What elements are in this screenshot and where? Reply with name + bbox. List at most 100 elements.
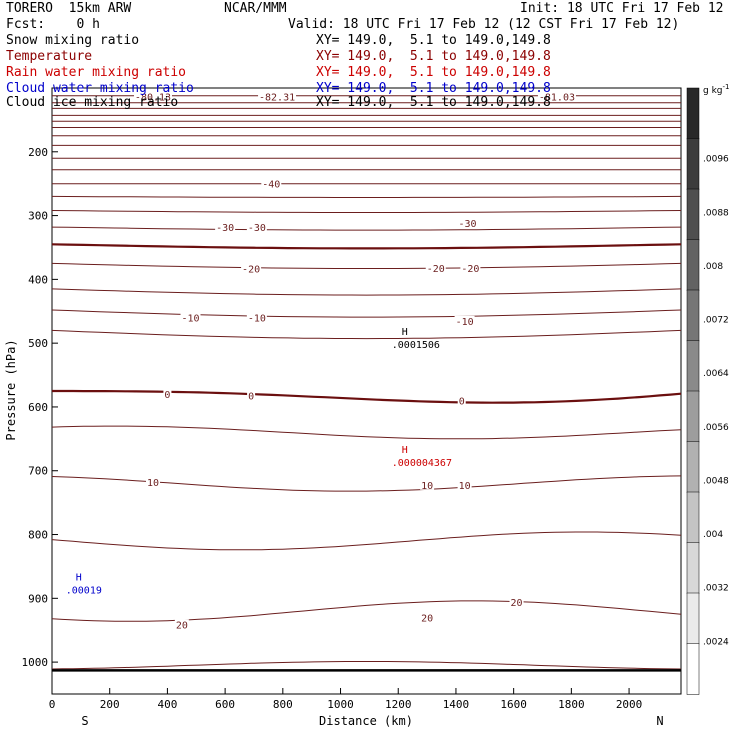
temperature-label-bg <box>460 262 481 273</box>
model-title: TORERO 15km ARW <box>6 1 132 16</box>
colorbar-tick-label: .0024 <box>703 637 729 647</box>
temperature-label: -10 <box>456 317 474 328</box>
colorbar-swatch <box>686 289 700 342</box>
temperature-label-bg <box>509 597 524 608</box>
x-axis-label: Distance (km) <box>319 714 413 728</box>
temperature-contour <box>51 309 682 318</box>
temperature-label: 0 <box>248 391 254 402</box>
temperature-contour-lower <box>51 600 682 622</box>
y-tick-label: 900 <box>28 592 48 605</box>
x-tick-label: 0 <box>49 698 56 711</box>
temperature-label: -30 <box>248 223 266 234</box>
colorbar-tick-label: .0096 <box>703 155 729 165</box>
temperature-label: -20 <box>427 264 445 275</box>
temperature-label-bg <box>247 390 256 401</box>
extremum-symbol: H <box>76 572 82 583</box>
temperature-label-bg <box>241 263 262 274</box>
x-tick-label: 2000 <box>616 698 643 711</box>
temperature-label: -80.13 <box>135 92 171 103</box>
colorbar-swatch <box>686 491 700 544</box>
extremum-value: .000004367 <box>392 458 452 469</box>
extremum-symbol: H <box>402 327 408 338</box>
temperature-label-bg <box>258 91 297 102</box>
y-tick-label: 200 <box>28 146 48 159</box>
center-title: NCAR/MMM <box>224 1 287 16</box>
valid-time: Valid: 18 UTC Fri 17 Feb 12 (12 CST Fri … <box>288 17 680 32</box>
temperature-label: -30 <box>216 223 234 234</box>
temperature-label: -40 <box>262 180 280 191</box>
temperature-label-bg <box>457 218 478 229</box>
field-rain-xy: XY= 149.0, 5.1 to 149.0,149.8 <box>316 65 551 80</box>
field-cloud-water-xy: XY= 149.0, 5.1 to 149.0,149.8 <box>316 81 551 96</box>
y-axis: 200 300 400 500 600 700 800 900 1000 <box>22 146 58 669</box>
temperature-label-bg <box>163 389 172 400</box>
temperature-label: -20 <box>461 264 479 275</box>
temperature-contour-lower <box>51 425 682 440</box>
x-end-label-north: N <box>656 714 663 728</box>
colorbar-swatch <box>686 390 700 443</box>
temperature-labels: -80.13 -82.31 -81.03 -40 -30 -30 -30 -20 -20 -20 -… <box>133 91 576 631</box>
colorbar-swatch <box>686 441 700 493</box>
temperature-label-bg <box>145 477 160 488</box>
temperature-contour <box>51 226 682 231</box>
temperature-label: -10 <box>248 314 266 325</box>
temperature-label-bg <box>457 395 466 406</box>
extremum-symbol: H <box>402 445 408 456</box>
y-tick-label: 500 <box>28 337 48 350</box>
temperature-contour <box>51 262 682 269</box>
extrema-markers: H .0001506 H .000004367 H .00019 <box>66 327 452 597</box>
temperature-label: 0 <box>459 397 465 408</box>
y-axis-label: Pressure (hPa) <box>4 339 18 440</box>
temperature-label-bg <box>174 619 189 630</box>
x-tick-label: 200 <box>100 698 120 711</box>
field-temperature: Temperature <box>6 49 93 64</box>
temperature-contour-lower <box>51 531 682 551</box>
temperature-label-bg <box>537 91 576 102</box>
temperature-label: 20 <box>421 613 433 624</box>
field-cloud-ice: Cloud ice mixing ratio <box>6 95 179 110</box>
y-tick-label: 400 <box>28 273 48 286</box>
extremum-value: .0001506 <box>392 340 440 351</box>
temperature-label-bg <box>420 612 435 623</box>
field-snow: Snow mixing ratio <box>6 33 140 48</box>
colorbar-swatch <box>686 643 700 695</box>
temperature-label-bg <box>261 178 282 189</box>
colorbar-tick-label: .0088 <box>703 208 729 218</box>
x-tick-label: 1000 <box>327 698 354 711</box>
temperature-label: -10 <box>181 314 199 325</box>
colorbar-swatch <box>686 188 700 241</box>
temperature-label: 10 <box>421 481 433 492</box>
temperature-contour <box>51 243 682 250</box>
x-tick-label: 1600 <box>500 698 527 711</box>
colorbar-swatch <box>686 239 700 291</box>
colorbar-swatch <box>686 87 700 140</box>
temperature-label-bg <box>454 315 475 326</box>
colorbar-swatch <box>686 340 700 392</box>
field-temperature-xy: XY= 149.0, 5.1 to 149.0,149.8 <box>316 49 551 64</box>
temperature-contours <box>51 95 682 670</box>
temperature-label: 10 <box>459 481 471 492</box>
x-tick-label: 600 <box>215 698 235 711</box>
temperature-label-bg <box>133 91 172 102</box>
temperature-label: 20 <box>176 620 188 631</box>
snow-xy: XY= 149.0, 5.1 to 149.0,149.8 <box>316 33 551 48</box>
temperature-label-bg <box>420 479 435 490</box>
temperature-label: -30 <box>458 219 476 230</box>
colorbar-swatch <box>686 138 700 190</box>
temperature-label-bg <box>457 479 472 490</box>
x-end-label-south: S <box>81 714 88 728</box>
temperature-label: 20 <box>511 598 523 609</box>
field-rain: Rain water mixing ratio <box>6 65 187 80</box>
temperature-contour-lower <box>52 389 682 404</box>
field-cloud-ice-xy: XY= 149.0, 5.1 to 149.0,149.8 <box>316 95 551 110</box>
colorbar-tick-label: .0048 <box>703 476 729 486</box>
x-tick-label: 1800 <box>558 698 585 711</box>
y-tick-label: 1000 <box>22 656 49 669</box>
y-tick-label: 600 <box>28 401 48 414</box>
temperature-contour <box>51 195 682 198</box>
temperature-label: -82.31 <box>259 92 295 103</box>
temperature-label-bg <box>180 312 201 323</box>
temperature-label: 10 <box>147 478 159 489</box>
colorbar: .0096 .0088 .008 .0072 .0064 .0056 .0048 .004 .0… <box>686 87 729 695</box>
